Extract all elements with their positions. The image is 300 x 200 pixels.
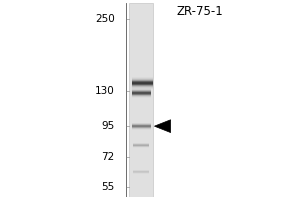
Text: 95: 95 <box>101 121 115 131</box>
Text: 72: 72 <box>101 152 115 162</box>
Polygon shape <box>154 120 171 133</box>
Text: 250: 250 <box>95 14 115 24</box>
Text: ZR-75-1: ZR-75-1 <box>176 5 223 18</box>
Text: 55: 55 <box>101 182 115 192</box>
Text: 130: 130 <box>95 86 115 96</box>
Bar <box>129 3 153 197</box>
